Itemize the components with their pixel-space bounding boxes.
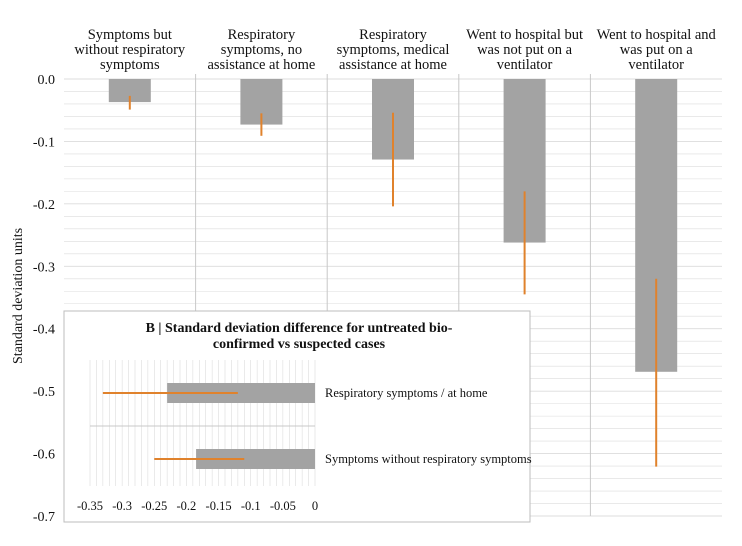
y-tick-label: -0.1 <box>33 135 55 150</box>
category-label: ventilator <box>628 57 684 73</box>
inset-x-tick-label: -0.2 <box>177 499 197 513</box>
y-axis-label: Standard deviation units <box>11 228 26 364</box>
y-axis-ticks: 0.0 -0.1 -0.2 -0.3 -0.4 -0.5 -0.6 -0.7 <box>33 73 55 525</box>
category-label: symptoms, medical <box>337 42 450 58</box>
category-label: symptoms <box>100 57 160 73</box>
main-error-bars <box>128 95 658 467</box>
y-tick-label: -0.2 <box>33 198 55 213</box>
inset-error-bars <box>102 392 245 460</box>
category-label: Symptoms but <box>88 27 172 43</box>
inset-bar <box>196 449 315 469</box>
category-label: assistance at home <box>339 57 447 73</box>
y-tick-label: -0.5 <box>33 385 55 400</box>
inset-title: B | Standard deviation difference for un… <box>146 321 453 352</box>
bar <box>108 79 151 103</box>
category-label: symptoms, no <box>221 42 302 58</box>
category-label: Respiratory <box>228 27 296 43</box>
inset-title-line: B | Standard deviation difference for un… <box>146 321 453 336</box>
inset-x-tick-label: -0.25 <box>141 499 167 513</box>
y-tick-label: -0.4 <box>33 323 55 338</box>
category-label: Went to hospital but <box>466 27 583 43</box>
category-label: was put on a <box>620 42 693 58</box>
category-label: was not put on a <box>477 42 573 58</box>
y-tick-label: -0.6 <box>33 448 55 463</box>
category-label: Went to hospital and <box>597 27 717 43</box>
inset-x-axis-ticks: -0.35 -0.3 -0.25 -0.2 -0.15 -0.1 -0.05 0 <box>77 499 318 513</box>
inset-x-tick-label: -0.05 <box>270 499 296 513</box>
inset-x-tick-label: 0 <box>312 499 318 513</box>
inset-chart-panel: B | Standard deviation difference for un… <box>63 310 532 523</box>
y-tick-label: -0.3 <box>33 260 55 275</box>
inset-x-tick-label: -0.15 <box>206 499 232 513</box>
inset-category-labels: Respiratory symptoms / at home Symptoms w… <box>325 386 532 466</box>
inset-bar <box>167 383 315 403</box>
y-tick-label: 0.0 <box>38 73 56 88</box>
category-label: without respiratory <box>74 42 185 58</box>
category-label: ventilator <box>497 57 553 73</box>
inset-x-tick-label: -0.3 <box>112 499 132 513</box>
category-label: assistance at home <box>207 57 315 73</box>
inset-title-line: confirmed vs suspected cases <box>213 337 386 352</box>
inset-x-tick-label: -0.35 <box>77 499 103 513</box>
category-label: Respiratory <box>359 27 427 43</box>
inset-bars <box>167 383 315 469</box>
y-tick-label: -0.7 <box>33 510 55 525</box>
inset-x-tick-label: -0.1 <box>241 499 261 513</box>
inset-category-label: Respiratory symptoms / at home <box>325 386 488 400</box>
inset-category-label: Symptoms without respiratory symptoms <box>325 452 532 466</box>
